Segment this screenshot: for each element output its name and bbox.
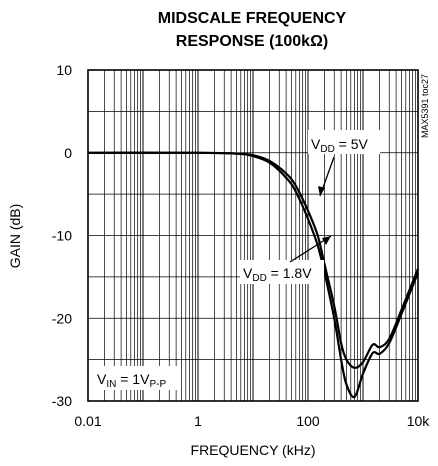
- annotation-vdd-5v: VDD = 5V: [308, 130, 380, 197]
- vdd-18-rest: = 1.8V: [267, 265, 312, 281]
- vdd-5v-sub: DD: [320, 144, 334, 155]
- series-lines: [87, 151, 420, 399]
- vin-sub2: P-P: [149, 379, 166, 390]
- figure-tag: MAX5391 toc27: [420, 74, 430, 138]
- plot-frame: [87, 69, 419, 402]
- x-tick-label: 10k: [407, 413, 431, 429]
- x-tick-label: 0.01: [74, 413, 101, 429]
- y-axis-label: GAIN (dB): [7, 204, 23, 269]
- vin-main: V: [97, 371, 107, 387]
- chart-title-line1: MIDSCALE FREQUENCY: [158, 10, 347, 27]
- vdd-5v-main: V: [311, 136, 321, 152]
- annotation-vdd-5v-arrow: [318, 186, 325, 196]
- annotation-vdd-1-8v-arrow: [322, 236, 331, 245]
- chart-title-line2: RESPONSE (100kΩ): [176, 33, 328, 50]
- annotation-vin-box: [93, 366, 177, 390]
- series-line-vdd-1-8v: [87, 151, 420, 399]
- annotation-vdd-5v-box: [308, 130, 380, 154]
- y-tick-label: -20: [52, 310, 72, 326]
- y-tick-label: 10: [56, 62, 72, 78]
- annotation-vdd-1-8v-text: VDD = 1.8V: [243, 265, 312, 284]
- y-tick-label: -30: [52, 393, 72, 409]
- vdd-5v-rest: = 5V: [335, 136, 369, 152]
- vin-mid: = 1V: [116, 371, 150, 387]
- annotation-vin-text: VIN = 1VP-P: [97, 371, 166, 390]
- vdd-18-main: V: [243, 265, 253, 281]
- x-tick-label: 1: [194, 413, 202, 429]
- annotation-vdd-1-8v: VDD = 1.8V: [240, 235, 332, 284]
- x-axis-label: FREQUENCY (kHz): [191, 442, 316, 458]
- y-tick-label: -10: [52, 228, 72, 244]
- x-tick-labels: 0.01 1 100 10k: [74, 413, 430, 429]
- annotation-vdd-5v-text: VDD = 5V: [311, 136, 369, 155]
- vin-sub: IN: [106, 379, 116, 390]
- annotation-vdd-1-8v-box: [240, 260, 324, 284]
- y-tick-labels: 10 0 -10 -20 -30: [52, 62, 72, 409]
- y-tick-label: 0: [64, 145, 72, 161]
- vdd-18-sub: DD: [252, 273, 266, 284]
- x-tick-label: 100: [296, 413, 320, 429]
- annotation-vin: VIN = 1VP-P: [93, 366, 177, 390]
